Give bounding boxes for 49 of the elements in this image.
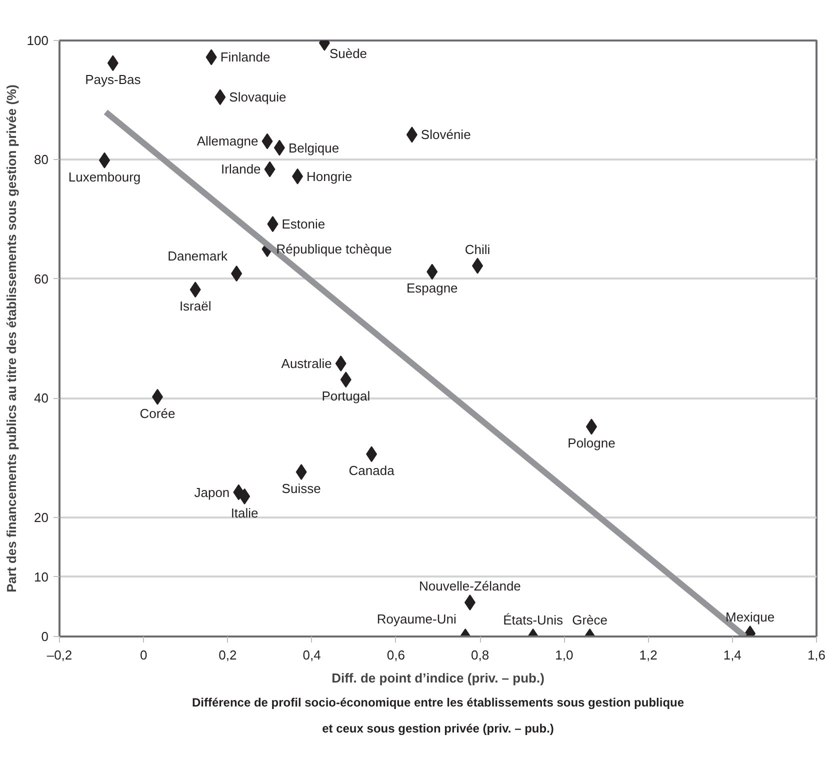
annotation: Estonie (282, 216, 326, 232)
y-tick-label: 60 (34, 271, 49, 286)
x-tick-label: –0,2 (46, 648, 72, 662)
annotation: République tchèque (276, 242, 392, 257)
annotation: Australie (281, 356, 332, 372)
annotation: Grèce (572, 612, 608, 628)
annotation: Corée (140, 406, 176, 421)
annotation: Pays-Bas (85, 72, 142, 88)
x-axis-title: Diff. de point d’indice (priv. – pub.) (332, 670, 544, 686)
x-tick-label: 0 (140, 648, 148, 662)
annotation: États-Unis (503, 612, 564, 628)
x-tick-label: 1,2 (639, 648, 658, 662)
annotation: Hongrie (306, 168, 352, 184)
text: Différence de profil socio-économique entre les établissements sous gestion publique et ceux sous gestion privée (priv. – pub.) (192, 696, 684, 736)
annotation: Luxembourg (68, 169, 141, 184)
x-tick-label: 0,4 (302, 648, 321, 662)
annotation: Chili (464, 242, 490, 257)
annotation: Pologne (568, 436, 616, 451)
y-tick-label: 80 (34, 152, 49, 168)
annotation: Allemagne (196, 134, 258, 149)
annotation: Mexique (725, 610, 775, 625)
x-tick-label: 0,8 (471, 648, 490, 662)
x-tick-label: 1,0 (555, 648, 574, 662)
x-tick-label: 1,4 (723, 648, 742, 662)
x-tick-label: 0,2 (218, 648, 237, 662)
y-tick-label: 100 (26, 33, 49, 48)
annotation: Slovaquie (229, 90, 286, 105)
annotation: Slovénie (420, 127, 471, 142)
annotation: Israël (179, 298, 212, 314)
y-tick-label: 0 (41, 629, 49, 644)
annotation: Danemark (168, 248, 228, 264)
x-tick-label: 0,6 (386, 648, 405, 662)
annotation: Japon (194, 484, 230, 500)
annotation: Portugal (322, 388, 370, 404)
annotation: Royaume-Uni (376, 612, 456, 626)
annotation: Finlande (220, 50, 270, 65)
y-tick-label: 40 (34, 390, 49, 406)
y-axis-title: Part des financements publics au titre des établissements sous gestion privée (%) (4, 84, 19, 592)
annotation: Italie (230, 505, 258, 520)
annotation: Suède (329, 46, 368, 61)
y-tick-label: 20 (34, 510, 49, 525)
annotation: Canada (348, 463, 396, 478)
annotation: Nouvelle-Zélande (419, 578, 521, 594)
annotation: Espagne (406, 280, 458, 296)
y-tick-label: 10 (34, 569, 49, 584)
annotation: Suisse (282, 481, 321, 496)
annotation: Irlande (221, 162, 261, 177)
annotation: Belgique (288, 140, 340, 156)
x-tick-label: 1,6 (807, 648, 826, 662)
